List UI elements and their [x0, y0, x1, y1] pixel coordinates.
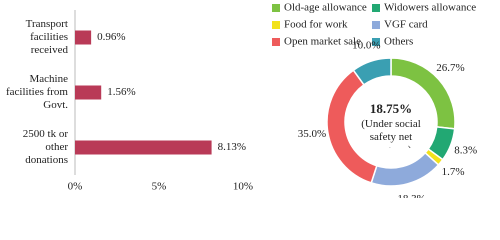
category-label: Transport facilities received — [25, 18, 68, 56]
category-label: 2500 tk or other donations — [22, 128, 68, 166]
legend-label: Open market sale — [284, 36, 361, 48]
legend-marker — [372, 4, 380, 12]
value-label: 26.7% — [436, 62, 464, 74]
value-label: 1.7% — [442, 166, 465, 178]
value-label: 8.3% — [454, 144, 477, 156]
legend-marker — [372, 21, 380, 29]
x-tick-label: 0% — [68, 181, 83, 193]
legend-label: Food for work — [284, 19, 348, 31]
x-tick-label: 10% — [233, 181, 253, 193]
page: 0% 5% 10% Transport facilities received 0.96… — [5, 2, 477, 198]
value-label: 8.13% — [218, 141, 246, 153]
value-label: 35.0% — [298, 128, 326, 140]
value-label: 1.56% — [107, 86, 135, 98]
category-label-box: Machine facilities from Govt. — [5, 73, 68, 111]
bar — [75, 140, 212, 155]
bar — [75, 85, 102, 100]
center-sublabel: (Under social safety net program) — [361, 118, 421, 148]
category-label-box: Transport facilities received — [25, 18, 68, 56]
legend-label: VGF card — [384, 19, 428, 31]
x-tick-label: 5% — [152, 181, 167, 193]
legend-marker — [272, 4, 280, 12]
value-label: 18.3% — [397, 193, 425, 198]
legend-marker — [272, 21, 280, 29]
category-label-box: 2500 tk or other donations — [22, 128, 68, 166]
donut-slice — [370, 151, 440, 187]
center-sublabel-box: (Under social safety net program) — [361, 118, 421, 148]
value-label: 0.96% — [97, 31, 125, 43]
legend-label: Old-age allowance — [284, 2, 367, 14]
category-label: Machine facilities from Govt. — [5, 73, 68, 111]
bar — [75, 30, 92, 45]
legend-marker — [372, 38, 380, 46]
value-label: 10.0% — [352, 39, 380, 51]
legend-marker — [272, 38, 280, 46]
center-label: 18.75% — [370, 101, 412, 116]
legend-label: Others — [384, 36, 413, 48]
legend-label: Widowers allowance — [384, 2, 476, 14]
donut-slice — [352, 57, 392, 86]
